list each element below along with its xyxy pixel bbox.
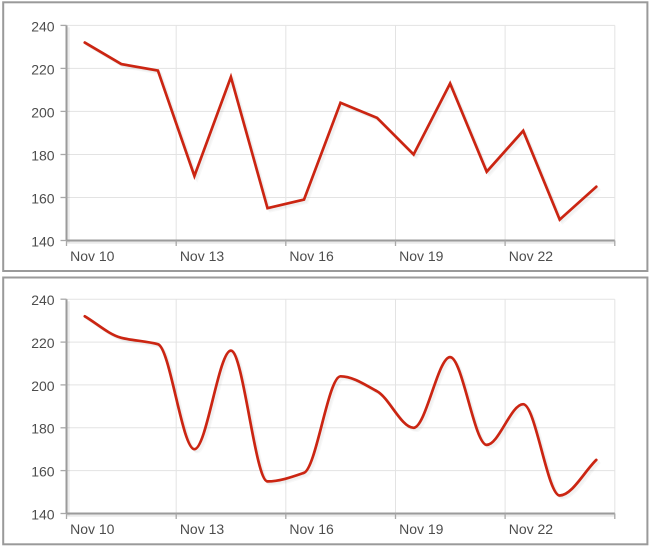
svg-text:240: 240: [31, 18, 55, 34]
svg-text:160: 160: [31, 464, 55, 480]
svg-text:160: 160: [31, 190, 55, 206]
svg-text:Nov 22: Nov 22: [509, 521, 554, 537]
svg-text:180: 180: [31, 147, 55, 163]
svg-text:140: 140: [31, 233, 55, 249]
svg-text:Nov 10: Nov 10: [70, 248, 115, 264]
svg-text:140: 140: [31, 506, 55, 522]
svg-text:180: 180: [31, 421, 55, 437]
svg-text:Nov 22: Nov 22: [509, 248, 554, 264]
svg-text:200: 200: [31, 104, 55, 120]
svg-text:Nov 16: Nov 16: [289, 248, 334, 264]
svg-text:220: 220: [31, 61, 55, 77]
svg-text:240: 240: [31, 292, 55, 308]
svg-text:Nov 13: Nov 13: [180, 248, 225, 264]
svg-text:Nov 13: Nov 13: [180, 521, 225, 537]
svg-text:Nov 19: Nov 19: [399, 248, 444, 264]
svg-text:Nov 10: Nov 10: [70, 521, 115, 537]
svg-text:Nov 19: Nov 19: [399, 521, 444, 537]
svg-text:Nov 16: Nov 16: [289, 521, 334, 537]
svg-text:200: 200: [31, 378, 55, 394]
svg-text:220: 220: [31, 335, 55, 351]
